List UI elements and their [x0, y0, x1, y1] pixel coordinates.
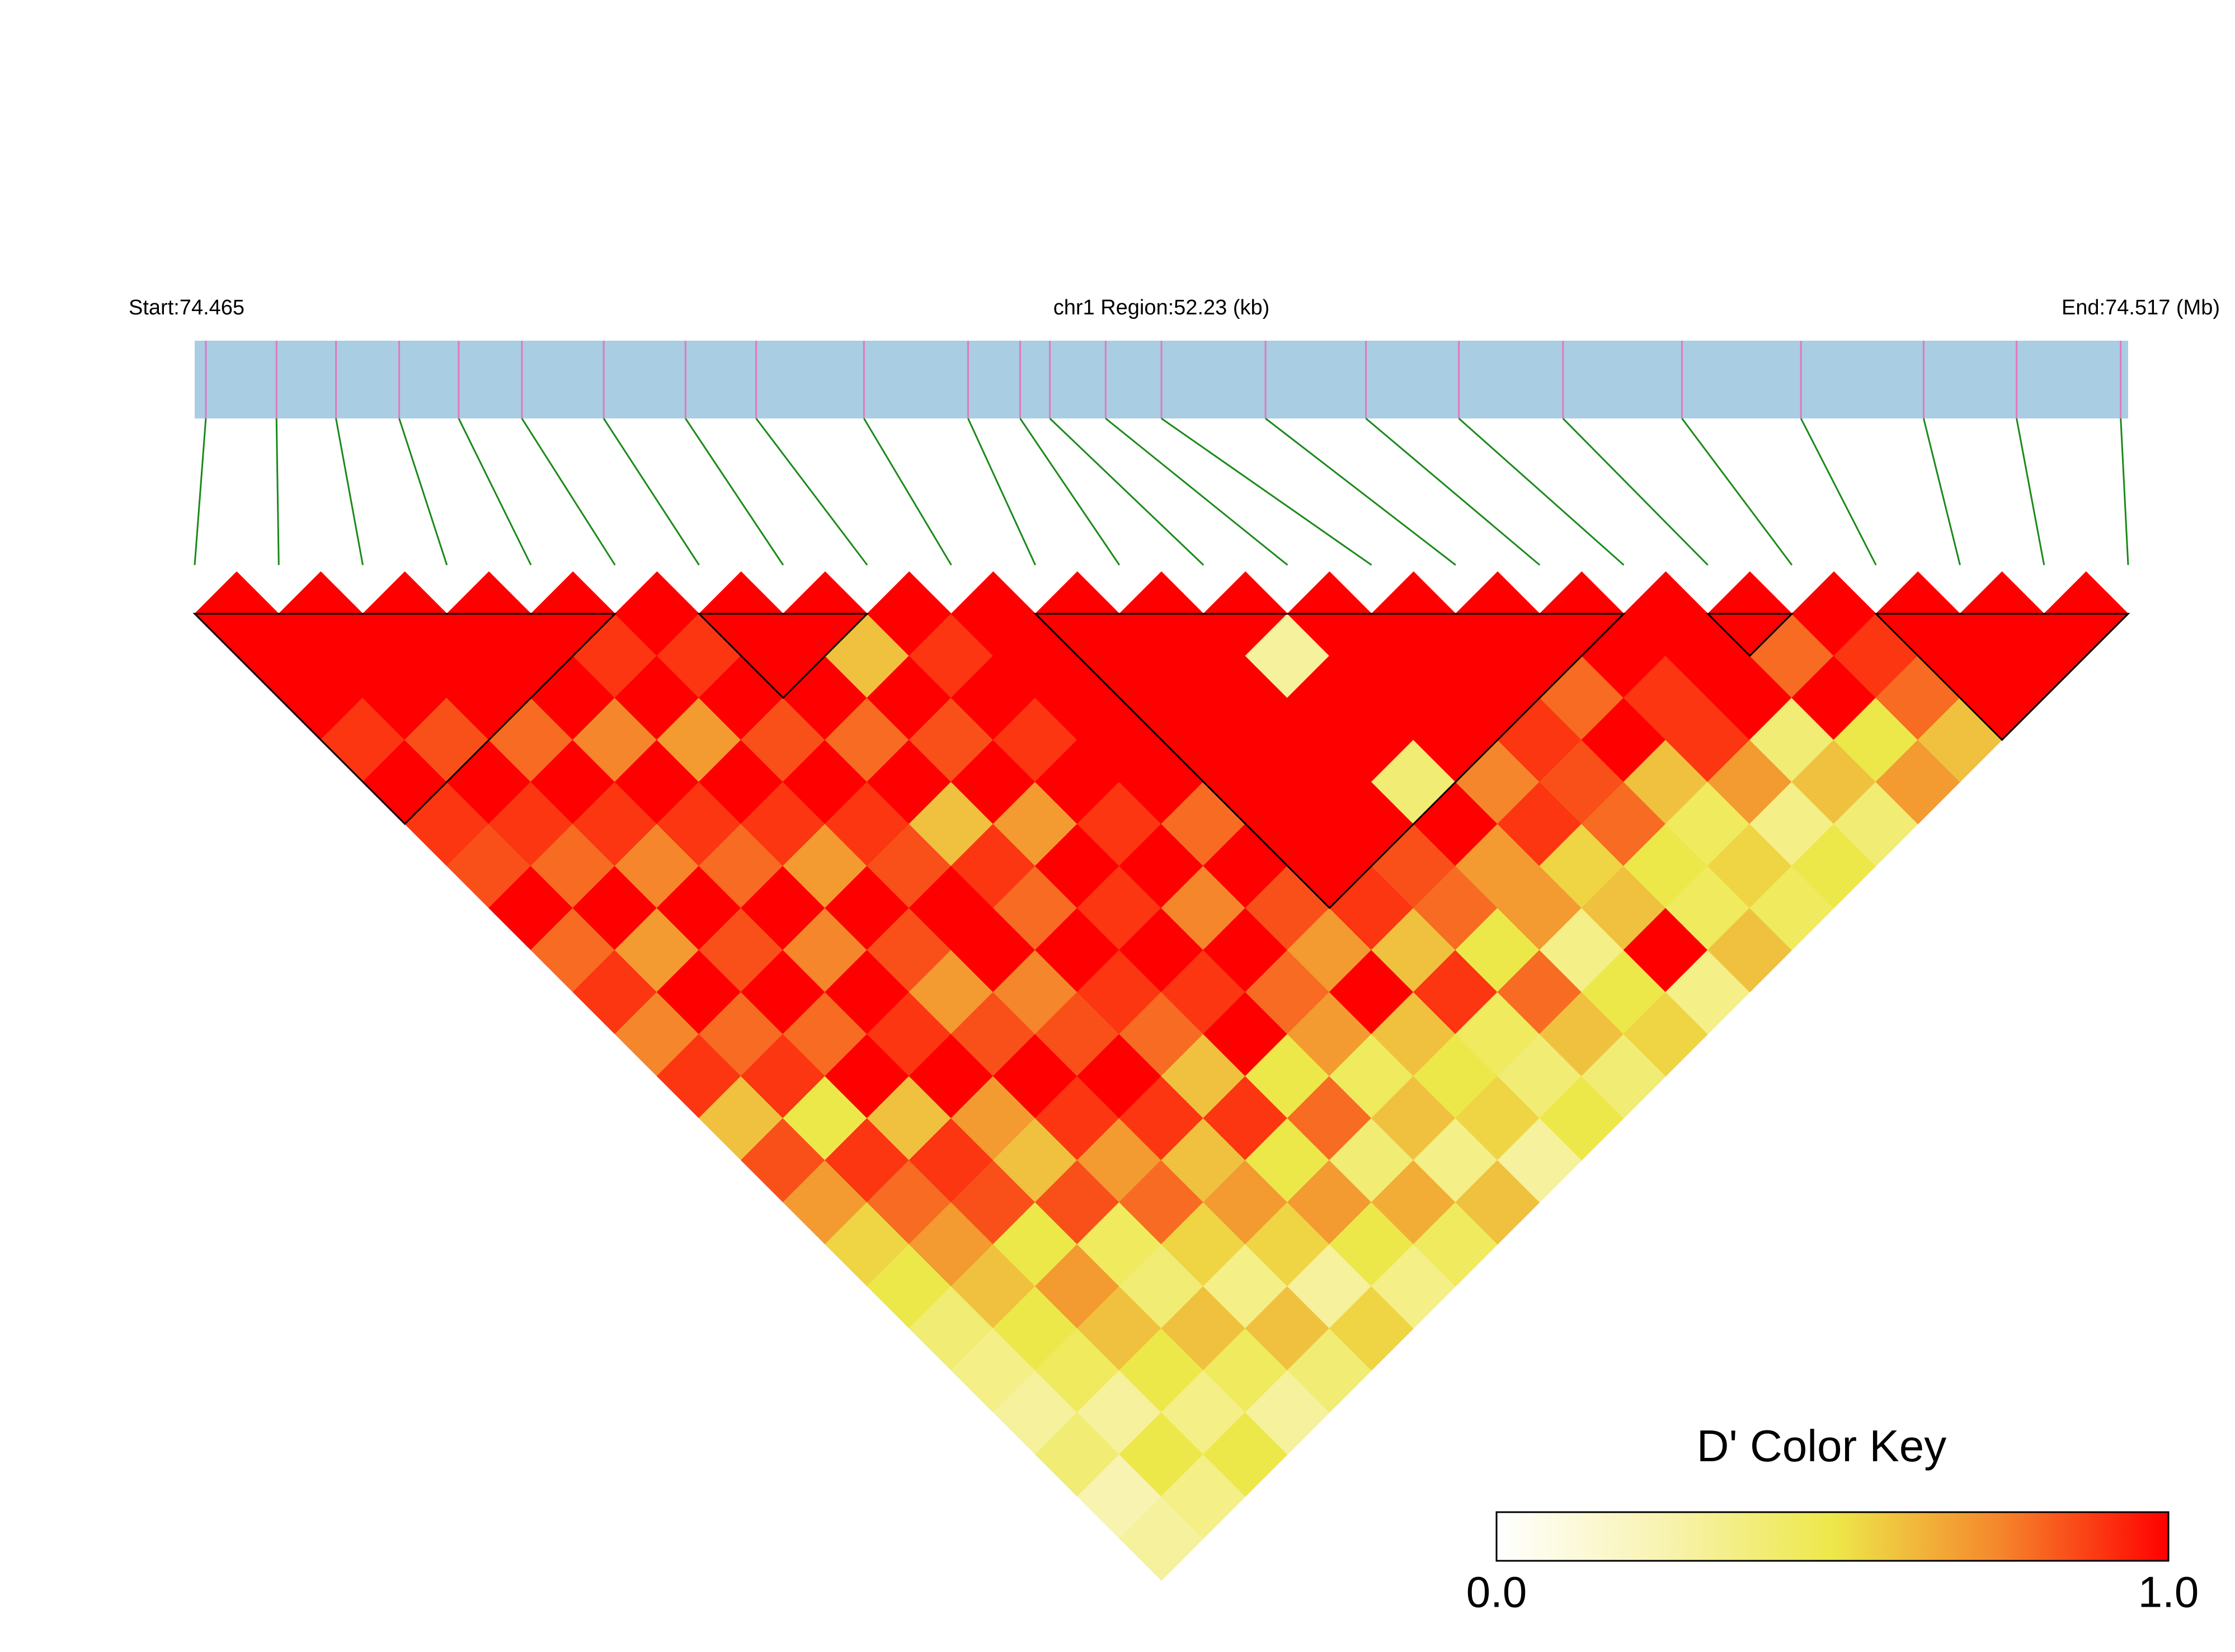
color-key-tick-label: 1.0 [2138, 1568, 2199, 1617]
snp-connector [521, 418, 616, 566]
snp-connector [863, 418, 952, 566]
snp-connector [1105, 417, 1288, 566]
snp-connector [194, 418, 207, 566]
start-label: Start:74.465 [129, 296, 244, 319]
ld-block-outline [192, 613, 617, 825]
snp-connector [2016, 418, 2045, 566]
snp-connector [967, 418, 1036, 566]
color-key-tick-label: 0.0 [1466, 1568, 1527, 1617]
color-key [1495, 1511, 2170, 1562]
snp-connector [755, 418, 868, 566]
snp-connector [1458, 417, 1625, 566]
snp-connector [2120, 418, 2129, 566]
snp-connector [275, 418, 280, 566]
snp-connector [603, 418, 700, 566]
end-label: End:74.517 (Mb) [2062, 296, 2220, 319]
snp-connector [1161, 417, 1372, 566]
snp-connector [1923, 418, 1961, 566]
ld-block-outline [697, 613, 869, 699]
snp-connector [1049, 417, 1204, 566]
ld-block-outline [1033, 613, 1626, 910]
color-key-title: D' Color Key [1697, 1421, 1947, 1471]
snp-connector [685, 418, 784, 566]
snp-connector [1265, 417, 1456, 566]
ld-block-outline [1706, 613, 1794, 657]
snp-connector [335, 418, 364, 566]
snp-connector [1019, 418, 1121, 566]
snp-connector [1562, 417, 1709, 566]
snp-connector [1800, 418, 1877, 566]
snp-connector [1365, 417, 1541, 566]
region-label: chr1 Region:52.23 (kb) [1053, 296, 1270, 319]
ld-block-outline [1874, 613, 2130, 741]
snp-connector [458, 418, 532, 566]
snp-connector [398, 418, 448, 566]
snp-connector [1681, 418, 1793, 566]
ld-cells [194, 571, 2129, 1581]
